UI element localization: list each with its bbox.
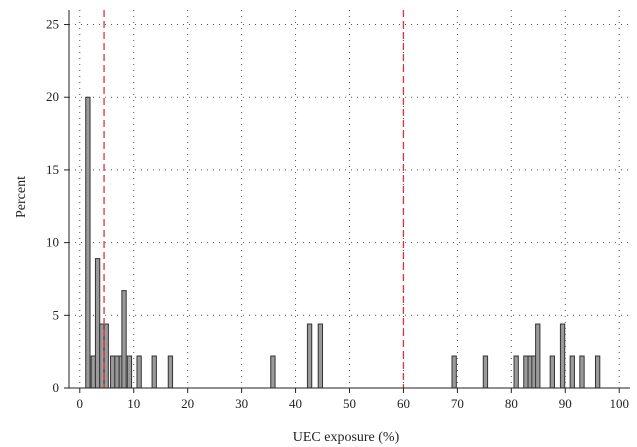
x-tick-label: 20 [181,396,194,411]
x-axis-label: UEC exposure (%) [293,430,400,445]
y-tick-label: 0 [53,380,60,395]
histogram-bar [594,355,601,389]
histogram-bar [451,355,457,389]
histogram-bar [121,290,127,389]
y-axis-label: Percent [14,176,29,218]
x-tick-label: 100 [609,396,629,411]
grid [69,10,630,388]
y-tick-label: 10 [46,235,59,250]
histogram-bar [136,355,142,389]
histogram-bar [535,323,541,389]
histogram-bar [167,355,174,389]
histogram-bar [90,355,96,389]
y-tick-label: 20 [46,89,59,104]
x-tick-label: 0 [77,396,84,411]
histogram-bar [317,323,324,389]
histogram-bar [85,96,91,389]
histogram-bar [559,323,566,389]
histogram-bar [523,355,529,389]
y-tick-label: 5 [53,307,60,322]
histogram-bar [151,355,157,389]
histogram-bar [114,355,120,389]
bars [85,96,601,389]
histogram-bar [94,258,101,389]
histogram-bar [126,355,133,389]
y-tick-label: 15 [46,162,59,177]
histogram-bar [549,355,555,389]
histogram-bar [306,323,313,389]
histogram-bar [579,355,585,389]
x-tick-label: 30 [235,396,248,411]
x-tick-label: 50 [343,396,356,411]
y-tick-label: 25 [46,17,59,32]
x-tick-label: 10 [127,396,140,411]
histogram-bar [482,355,489,389]
histogram-bar [110,355,116,389]
axes: 0 10 20 30 40 50 60 70 80 90 100 0 5 10 15 20 25 [46,10,630,411]
x-tick-label: 90 [559,396,572,411]
x-tick-label: 60 [397,396,410,411]
histogram-bar [270,355,276,389]
histogram-bar [569,355,575,389]
histogram-bar [513,355,519,389]
x-tick-label: 70 [451,396,464,411]
x-tick-label: 80 [505,396,518,411]
reference-lines [103,10,405,388]
x-tick-label: 40 [289,396,302,411]
